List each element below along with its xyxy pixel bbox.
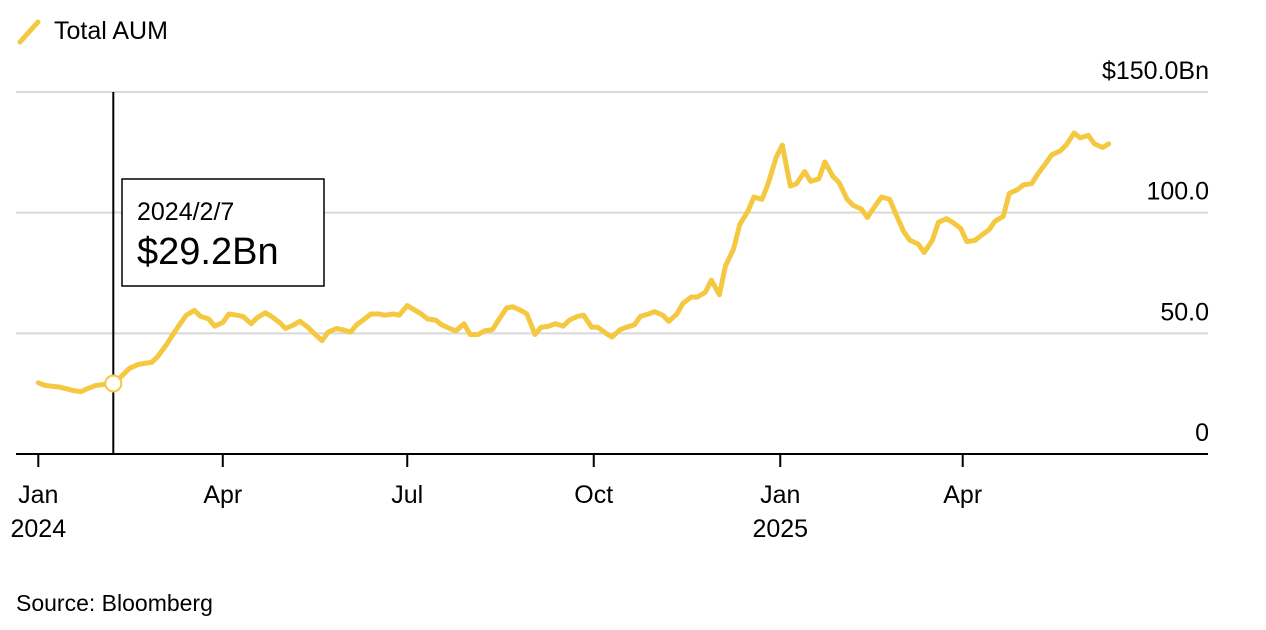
x-tick-label: Oct <box>574 481 613 509</box>
source-note: Source: Bloomberg <box>16 590 213 616</box>
y-tick-label: 50.0 <box>1160 298 1209 326</box>
x-tick-year-label: 2024 <box>10 515 66 543</box>
y-tick-label: 0 <box>1195 419 1209 447</box>
y-axis-labels: 0 50.0 100.0 $150.0Bn <box>1102 57 1209 447</box>
x-tick-label: Apr <box>943 481 982 509</box>
x-tick-label: Apr <box>203 481 242 509</box>
x-tick-label: Jan <box>18 481 58 509</box>
tooltip-box <box>121 178 325 287</box>
series-line-total-aum <box>35 130 1112 395</box>
highlight-point[interactable] <box>104 374 123 393</box>
tooltip-value: $29.2Bn <box>137 231 279 273</box>
x-tick-year-label: 2025 <box>752 515 808 543</box>
legend-swatch-icon <box>17 19 41 45</box>
y-tick-label: 100.0 <box>1146 178 1209 206</box>
x-tick-label: Jul <box>391 481 423 509</box>
x-axis: Jan 2024 Apr Jul Oct Jan 2025 Apr <box>10 454 982 543</box>
x-tick-label: Jan <box>760 481 800 509</box>
tooltip-date: 2024/2/7 <box>137 198 234 226</box>
tooltip: 2024/2/7 $29.2Bn <box>121 178 325 287</box>
legend-label: Total AUM <box>54 16 168 45</box>
legend: Total AUM <box>16 14 168 48</box>
y-tick-label: $150.0Bn <box>1102 57 1209 85</box>
